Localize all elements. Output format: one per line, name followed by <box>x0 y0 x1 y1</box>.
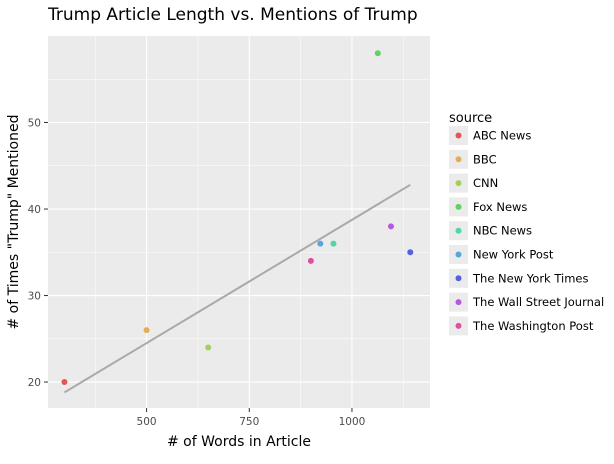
plot-panel <box>48 36 430 408</box>
legend-key-marker <box>455 132 462 139</box>
legend-key-marker <box>455 299 462 306</box>
legend-key-marker <box>455 203 462 210</box>
legend-label: The Washington Post <box>472 319 594 333</box>
points-layer <box>61 50 414 386</box>
trend-line <box>63 183 411 394</box>
y-tick-label: 50 <box>28 118 41 130</box>
trend-layer <box>63 183 411 394</box>
grid-major <box>48 36 430 408</box>
legend-label: The Wall Street Journal <box>472 295 604 309</box>
legend-label: The New York Times <box>472 271 589 285</box>
data-point <box>143 327 150 334</box>
x-tick-label: 750 <box>239 416 259 428</box>
legend-items: ABC News BBC CNN Fox News NBC News New York P… <box>449 126 604 336</box>
legend-key-marker <box>455 180 462 187</box>
legend-key-marker <box>455 322 462 329</box>
data-point <box>317 240 324 247</box>
data-point <box>307 257 314 264</box>
data-point <box>205 344 212 351</box>
data-point <box>407 249 414 256</box>
legend-key-marker <box>455 227 462 234</box>
y-tick-label: 20 <box>28 377 41 389</box>
legend-key-marker <box>455 275 462 282</box>
y-axis-title: # of Times "Trump" Mentioned <box>6 115 22 330</box>
x-axis: 500 750 1000 <box>137 408 366 428</box>
y-axis: 20 30 40 50 <box>28 118 48 389</box>
legend-label: Fox News <box>473 200 527 214</box>
legend-label: NBC News <box>473 224 532 238</box>
legend-label: ABC News <box>473 129 531 143</box>
y-tick-label: 30 <box>28 291 41 303</box>
grid-minor <box>48 36 430 408</box>
legend-key-marker <box>455 156 462 163</box>
legend-key-marker <box>455 251 462 258</box>
data-point <box>387 223 394 230</box>
legend-label: CNN <box>473 176 498 190</box>
x-axis-title: # of Words in Article <box>167 434 311 450</box>
data-point <box>61 379 68 386</box>
data-point <box>374 50 381 57</box>
x-tick-label: 1000 <box>339 416 366 428</box>
plot-background <box>48 36 430 408</box>
legend-label: New York Post <box>473 248 554 262</box>
legend: source ABC News BBC CNN Fox News NBC News New… <box>449 111 604 336</box>
chart-title: Trump Article Length vs. Mentions of Tru… <box>47 5 418 25</box>
y-tick-label: 40 <box>28 204 41 216</box>
data-point <box>330 240 337 247</box>
legend-label: BBC <box>473 152 497 166</box>
legend-title: source <box>449 111 492 126</box>
x-tick-label: 500 <box>137 416 157 428</box>
